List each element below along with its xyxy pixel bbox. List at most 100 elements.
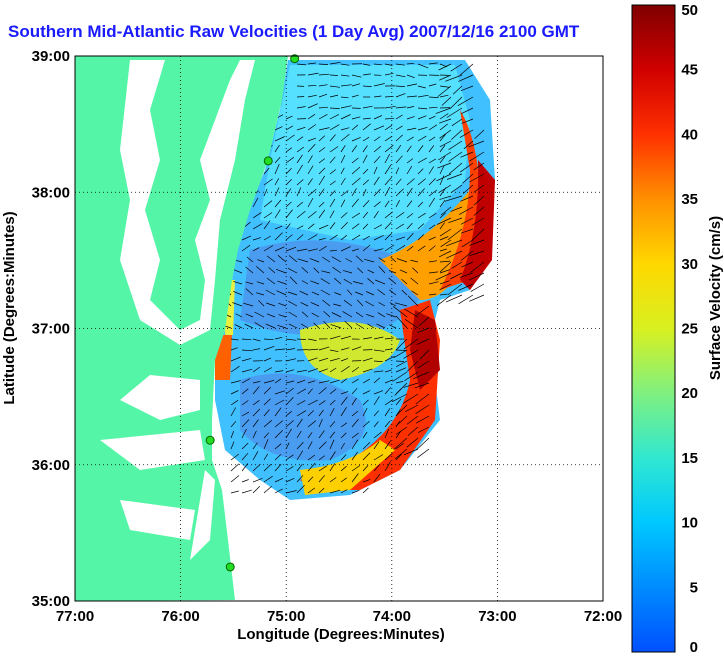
velocity-vector <box>451 129 463 140</box>
velocity-vector <box>230 441 235 450</box>
velocity-vector <box>285 380 295 384</box>
velocity-vector <box>252 237 262 241</box>
velocity-vector <box>318 201 325 208</box>
velocity-vector <box>384 452 393 461</box>
velocity-vector <box>415 393 430 405</box>
velocity-vector <box>439 228 452 237</box>
velocity-vector <box>263 432 270 439</box>
velocity-vector <box>362 235 370 241</box>
velocity-vector <box>318 400 326 406</box>
velocity-vector <box>329 114 339 120</box>
velocity-vector <box>351 410 359 417</box>
velocity-vector <box>230 475 240 483</box>
velocity-vector <box>373 454 384 461</box>
velocity-vector <box>428 197 435 208</box>
velocity-vector <box>365 291 375 296</box>
velocity-vector <box>351 248 360 252</box>
velocity-vector <box>252 247 260 252</box>
velocity-vector <box>307 380 316 384</box>
velocity-vector <box>296 164 303 175</box>
velocity-vector <box>307 420 317 428</box>
velocity-vector <box>406 116 415 120</box>
velocity-vector <box>406 127 417 131</box>
velocity-vector <box>301 280 309 285</box>
velocity-vector <box>252 451 259 461</box>
velocity-vector <box>406 178 415 186</box>
velocity-vector <box>307 487 316 494</box>
velocity-vector <box>318 175 325 186</box>
velocity-vector <box>266 277 276 285</box>
velocity-vector <box>285 125 293 131</box>
velocity-vector <box>277 324 287 329</box>
velocity-vector <box>318 224 329 230</box>
velocity-vector <box>329 85 340 88</box>
velocity-vector <box>364 258 375 263</box>
chart-title: Southern Mid-Atlantic Raw Velocities (1 … <box>8 22 580 41</box>
velocity-vector <box>343 300 353 307</box>
velocity-vector <box>307 248 318 252</box>
velocity-vector <box>245 281 254 285</box>
velocity-vector <box>241 378 251 384</box>
velocity-vector <box>307 124 317 131</box>
velocity-vector <box>232 302 243 307</box>
velocity-vector <box>285 338 297 341</box>
velocity-vector <box>384 233 392 241</box>
velocity-vector <box>439 187 447 197</box>
velocity-vector <box>307 441 313 450</box>
velocity-vector <box>459 272 474 278</box>
velocity-vector <box>417 223 425 230</box>
velocity-vector <box>340 378 348 384</box>
velocity-vector <box>265 289 276 296</box>
velocity-vector <box>447 228 463 241</box>
velocity-vector <box>367 323 375 329</box>
velocity-vector <box>373 410 379 417</box>
velocity-vector <box>343 278 353 285</box>
velocity-vector <box>351 439 359 450</box>
velocity-vector <box>296 418 303 428</box>
velocity-vector <box>395 155 403 164</box>
velocity-vector <box>340 145 346 153</box>
velocity-vector <box>428 136 436 142</box>
velocity-vector <box>230 365 240 373</box>
velocity-vector <box>406 213 414 219</box>
velocity-vector <box>417 63 429 69</box>
velocity-vector <box>373 390 384 395</box>
colorbar-tick-label: 30 <box>681 256 698 273</box>
velocity-vector <box>318 357 329 362</box>
velocity-vector <box>388 277 397 285</box>
velocity-vector <box>252 348 261 351</box>
velocity-vector <box>384 428 390 439</box>
velocity-vector <box>395 453 402 461</box>
velocity-vector <box>474 129 485 139</box>
velocity-vector <box>463 140 474 150</box>
velocity-vector <box>362 465 369 472</box>
velocity-vector <box>307 432 313 439</box>
velocity-vector <box>285 369 295 373</box>
velocity-vector <box>428 62 438 65</box>
velocity-vector <box>329 94 339 98</box>
velocity-vector <box>384 355 395 362</box>
velocity-vector <box>318 106 329 109</box>
velocity-vector <box>274 187 280 197</box>
velocity-vector <box>340 358 349 362</box>
velocity-vector <box>241 442 249 450</box>
velocity-vector <box>473 195 485 206</box>
velocity-vector <box>329 146 339 153</box>
velocity-vector <box>230 390 239 395</box>
velocity-vector <box>355 255 364 263</box>
velocity-vector <box>439 236 449 241</box>
velocity-vector <box>345 258 353 263</box>
velocity-vector <box>375 279 386 285</box>
velocity-vector <box>395 409 401 417</box>
y-tick-label: 37:00 <box>32 321 70 338</box>
velocity-vector <box>440 239 452 248</box>
velocity-vector <box>288 255 298 263</box>
velocity-vector <box>417 188 425 197</box>
velocity-vector <box>406 136 414 142</box>
velocity-vector <box>285 115 293 120</box>
velocity-vector <box>362 105 373 109</box>
velocity-vector <box>252 408 261 417</box>
velocity-vector <box>274 348 286 351</box>
velocity-vector <box>318 209 326 219</box>
velocity-vector <box>241 411 250 417</box>
